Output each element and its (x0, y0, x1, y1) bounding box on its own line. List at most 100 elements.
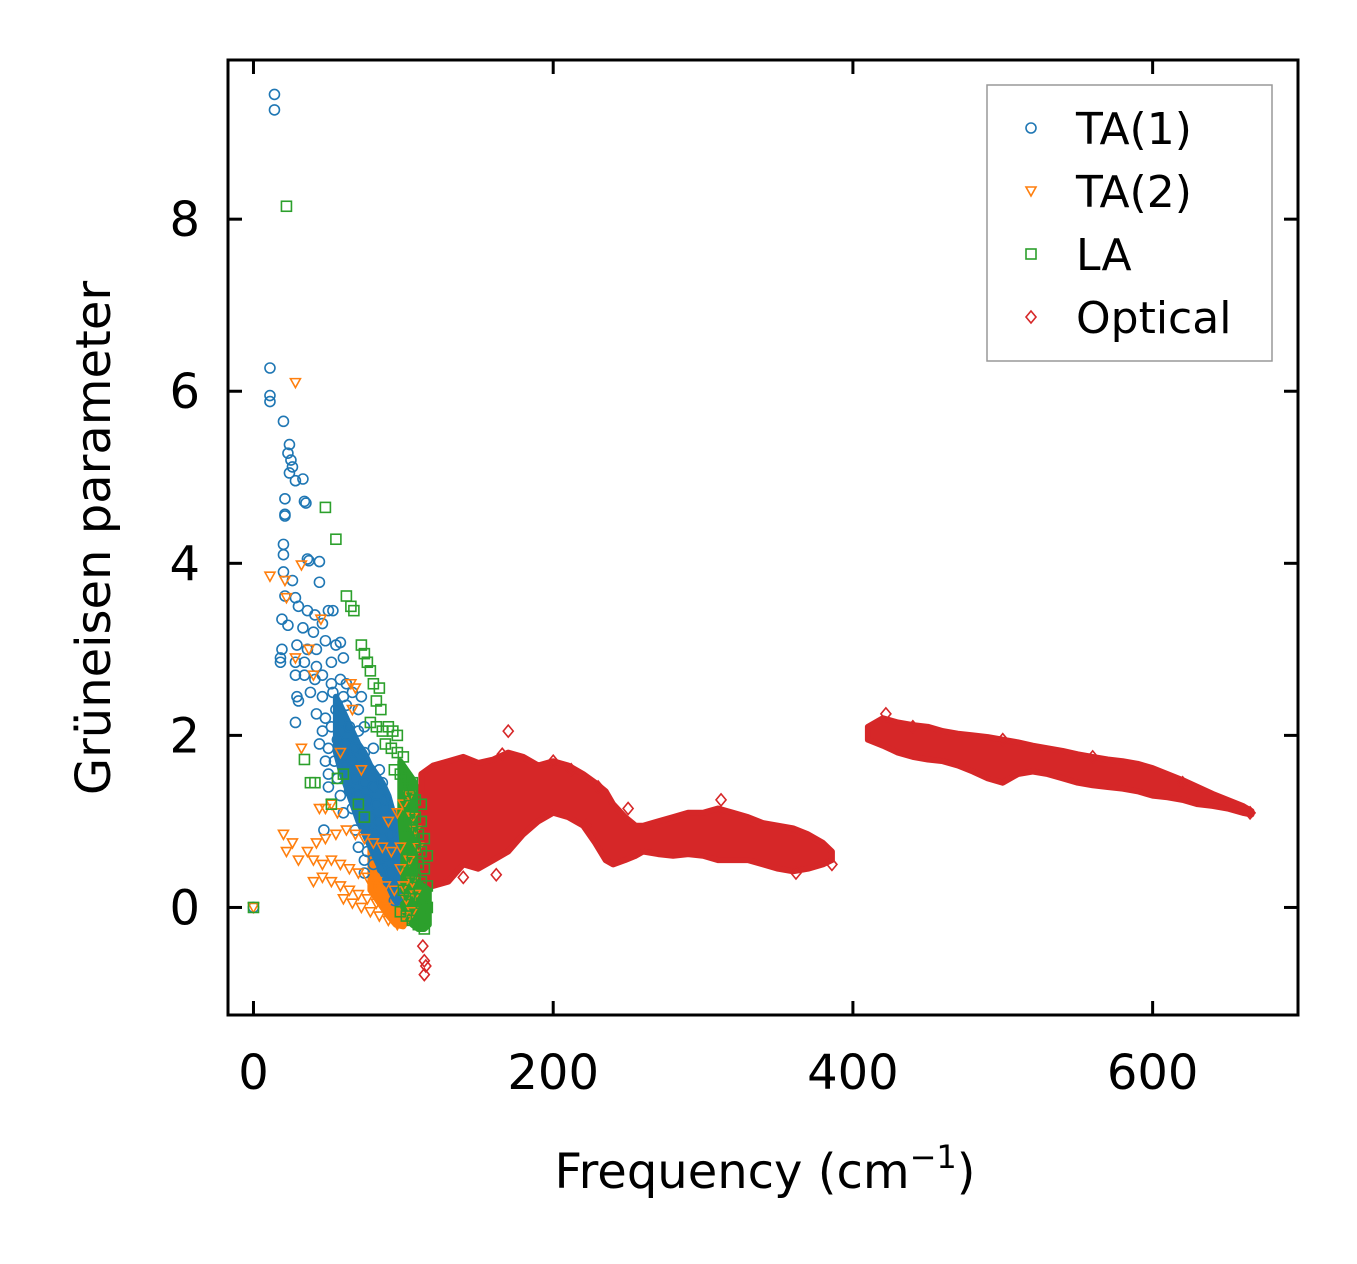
point-ta-2 (292, 855, 305, 867)
point-ta-1 (274, 656, 287, 669)
point-ta-2 (349, 829, 362, 841)
point-ta-1 (297, 473, 309, 485)
band-optical (418, 749, 835, 889)
point-ta-2 (352, 868, 365, 880)
point-ta-2 (355, 902, 368, 915)
point-ta-2 (370, 898, 383, 910)
point-ta-1 (334, 789, 347, 802)
point-ta-1 (367, 781, 380, 793)
point-ta-2 (346, 704, 359, 717)
point-la (280, 200, 293, 213)
point-ta-1 (370, 798, 383, 811)
point-optical (996, 732, 1009, 747)
point-ta-1 (331, 733, 344, 746)
point-la (418, 832, 431, 845)
point-ta-2 (384, 846, 398, 859)
point-la (373, 682, 386, 694)
point-ta-1 (385, 828, 398, 841)
point-la (309, 776, 321, 789)
point-la (298, 753, 311, 766)
point-ta-2 (364, 906, 377, 919)
point-ta-1 (310, 708, 323, 720)
point-la (421, 880, 434, 892)
point-ta-2 (319, 833, 332, 846)
point-ta-2 (355, 764, 368, 777)
point-ta-1 (364, 763, 377, 776)
point-ta-1 (349, 772, 362, 785)
point-ta-1 (289, 669, 302, 681)
point-ta-2 (295, 560, 308, 572)
legend-marker-ta-1 (1025, 122, 1037, 134)
point-la (415, 815, 428, 828)
y-tick-label: 8 (169, 192, 200, 248)
point-ta-2 (343, 863, 356, 876)
point-la (352, 798, 365, 811)
point-ta-2 (289, 377, 302, 390)
point-ta-1 (304, 686, 317, 699)
point-ta-2 (277, 829, 290, 841)
point-ta-1 (298, 669, 311, 681)
point-la (406, 776, 419, 789)
point-ta-2 (247, 902, 260, 915)
point-ta-2 (316, 859, 329, 872)
point-ta-1 (297, 622, 309, 634)
y-tick-label: 0 (169, 880, 200, 936)
point-ta-1 (292, 695, 305, 707)
band-optical (864, 715, 1255, 818)
point-ta-1 (298, 656, 311, 669)
point-ta-1 (325, 677, 338, 690)
point-ta-2 (381, 816, 395, 829)
point-ta-1 (264, 389, 276, 402)
point-ta-1 (330, 703, 342, 716)
legend-label-ta-1: TA(1) (1075, 104, 1192, 155)
point-la (397, 751, 410, 763)
point-ta-2 (390, 919, 404, 932)
point-ta-2 (295, 743, 308, 755)
point-ta-1 (358, 854, 371, 866)
point-optical (547, 753, 560, 769)
point-la (418, 862, 431, 875)
point-ta-2 (331, 808, 344, 820)
point-ta-1 (313, 576, 326, 589)
point-optical (592, 779, 605, 795)
plot-frame (226, 58, 1300, 1017)
point-ta-1 (316, 725, 329, 737)
point-la (319, 501, 332, 514)
legend-label-optical: Optical (1076, 293, 1231, 344)
point-ta-1 (322, 781, 335, 793)
point-optical (496, 747, 509, 762)
point-optical (416, 938, 429, 954)
point-ta-1 (289, 656, 302, 669)
point-ta-1 (285, 454, 297, 466)
point-optical (502, 723, 515, 739)
x-axis-label: Frequency (cm−1) (554, 1138, 975, 1200)
point-ta-1 (352, 703, 365, 716)
point-ta-1 (343, 785, 356, 798)
point-ta-1 (301, 553, 314, 565)
point-ta-2 (334, 747, 347, 760)
point-ta-1 (276, 613, 288, 626)
point-ta-1 (334, 636, 347, 649)
point-ta-2 (396, 799, 410, 811)
point-ta-2 (343, 885, 356, 897)
point-ta-1 (358, 819, 371, 832)
point-ta-2 (387, 906, 401, 919)
point-ta-2 (314, 614, 328, 626)
point-ta-2 (307, 670, 320, 682)
point-ta-2 (381, 915, 395, 928)
point-ta-2 (372, 911, 386, 923)
point-ta-1 (346, 755, 359, 767)
point-ta-2 (313, 803, 326, 816)
y-tick-label: 6 (169, 364, 200, 420)
point-ta-1 (373, 763, 386, 776)
point-ta-1 (337, 807, 350, 819)
point-optical (490, 867, 503, 883)
point-ta-1 (337, 652, 350, 664)
point-ta-1 (376, 862, 389, 875)
point-optical (1176, 775, 1189, 790)
point-optical (418, 953, 431, 969)
point-ta-2 (396, 881, 410, 893)
point-ta-1 (289, 716, 302, 729)
point-ta-1 (328, 755, 341, 767)
point-ta-2 (361, 872, 374, 884)
